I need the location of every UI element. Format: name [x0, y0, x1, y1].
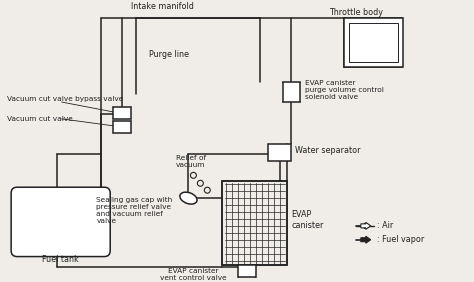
FancyArrow shape	[361, 222, 371, 229]
Text: Purge line: Purge line	[149, 50, 189, 59]
FancyArrow shape	[361, 236, 371, 243]
Text: : Air: : Air	[377, 221, 393, 230]
Text: Vacuum cut valve: Vacuum cut valve	[7, 116, 73, 122]
Bar	[344, 18, 403, 67]
Text: Vacuum cut valve bypass valve: Vacuum cut valve bypass valve	[7, 96, 123, 102]
Bar	[113, 121, 131, 133]
Text: EVAP canister
purge volume control
solenoid valve: EVAP canister purge volume control solen…	[305, 80, 384, 100]
Text: Water separator: Water separator	[295, 146, 361, 155]
Bar	[222, 181, 286, 265]
Bar	[113, 107, 131, 119]
Text: Intake manifold: Intake manifold	[131, 3, 194, 12]
Text: EVAP canister
vent control valve: EVAP canister vent control valve	[160, 268, 227, 281]
Text: EVAP
canister: EVAP canister	[292, 210, 324, 230]
Ellipse shape	[180, 192, 197, 204]
Bar	[268, 144, 292, 162]
Text: : Fuel vapor: : Fuel vapor	[377, 235, 424, 244]
Text: Fuel tank: Fuel tank	[42, 255, 79, 264]
Bar	[283, 82, 301, 102]
Text: Throttle body: Throttle body	[329, 8, 383, 17]
FancyBboxPatch shape	[11, 187, 110, 257]
Text: Relief of
vacuum: Relief of vacuum	[175, 155, 206, 168]
Bar	[222, 181, 286, 265]
Bar	[349, 23, 399, 62]
Bar	[238, 265, 256, 277]
Text: Sealing gas cap with
pressure relief valve
and vacuum relief
valve: Sealing gas cap with pressure relief val…	[96, 197, 173, 224]
